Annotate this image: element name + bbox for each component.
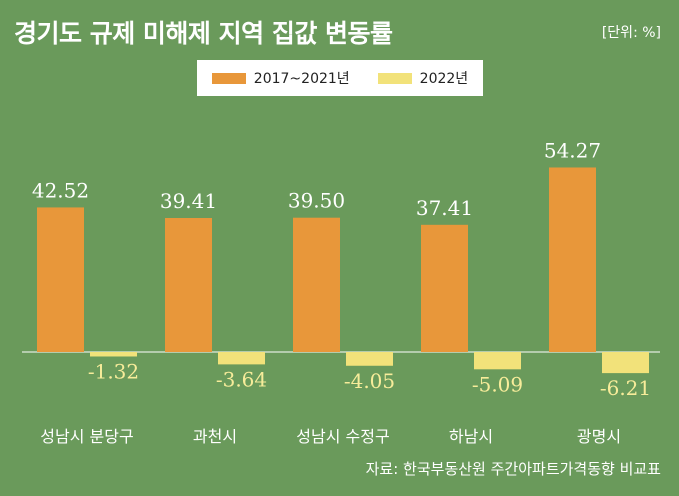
bar-series-1-3	[293, 217, 340, 352]
category-label-3: 성남시 수정구	[296, 427, 389, 446]
bar-series-2-1	[90, 352, 137, 357]
data-label-series-1-4: 37.41	[416, 196, 473, 220]
legend-label-series-1: 2017~2021년	[253, 71, 350, 87]
bar-series-1-2	[165, 218, 212, 352]
legend-item-series-1: 2017~2021년	[211, 68, 350, 88]
category-label-4: 하남시	[449, 427, 493, 446]
data-label-series-1-1: 42.52	[32, 178, 89, 202]
data-label-series-2-2: -3.64	[216, 367, 267, 391]
legend-swatch-series-1	[211, 72, 246, 84]
data-label-series-2-5: -6.21	[600, 376, 651, 400]
data-label-series-2-1: -1.32	[88, 359, 139, 383]
source-note: 자료: 한국부동산원 주간아파트가격동향 비교표	[365, 460, 661, 478]
bar-series-2-3	[346, 352, 393, 366]
category-label-5: 광명시	[577, 427, 621, 446]
data-label-series-1-2: 39.41	[160, 189, 217, 213]
legend-swatch-series-2	[377, 72, 412, 84]
legend-item-series-2: 2022년	[377, 68, 469, 88]
bar-series-1-5	[549, 167, 596, 352]
legend-label-series-2: 2022년	[419, 71, 469, 87]
bar-series-1-1	[37, 207, 84, 352]
data-label-series-1-5: 54.27	[544, 138, 601, 162]
chart-title: 경기도 규제 미해제 지역 집값 변동률	[14, 19, 393, 48]
bar-series-1-4	[421, 224, 468, 352]
unit-label: [단위: %]	[601, 25, 661, 41]
data-label-series-1-3: 39.50	[288, 189, 345, 213]
legend: 2017~2021년 2022년	[197, 60, 483, 96]
category-label-1: 성남시 분당구	[40, 427, 133, 446]
category-label-2: 과천시	[193, 427, 237, 446]
data-label-series-2-3: -4.05	[344, 369, 395, 393]
bar-series-2-2	[218, 352, 265, 365]
data-label-series-2-4: -5.09	[472, 372, 523, 396]
bar-series-2-4	[474, 352, 521, 370]
bar-series-2-5	[602, 352, 649, 374]
